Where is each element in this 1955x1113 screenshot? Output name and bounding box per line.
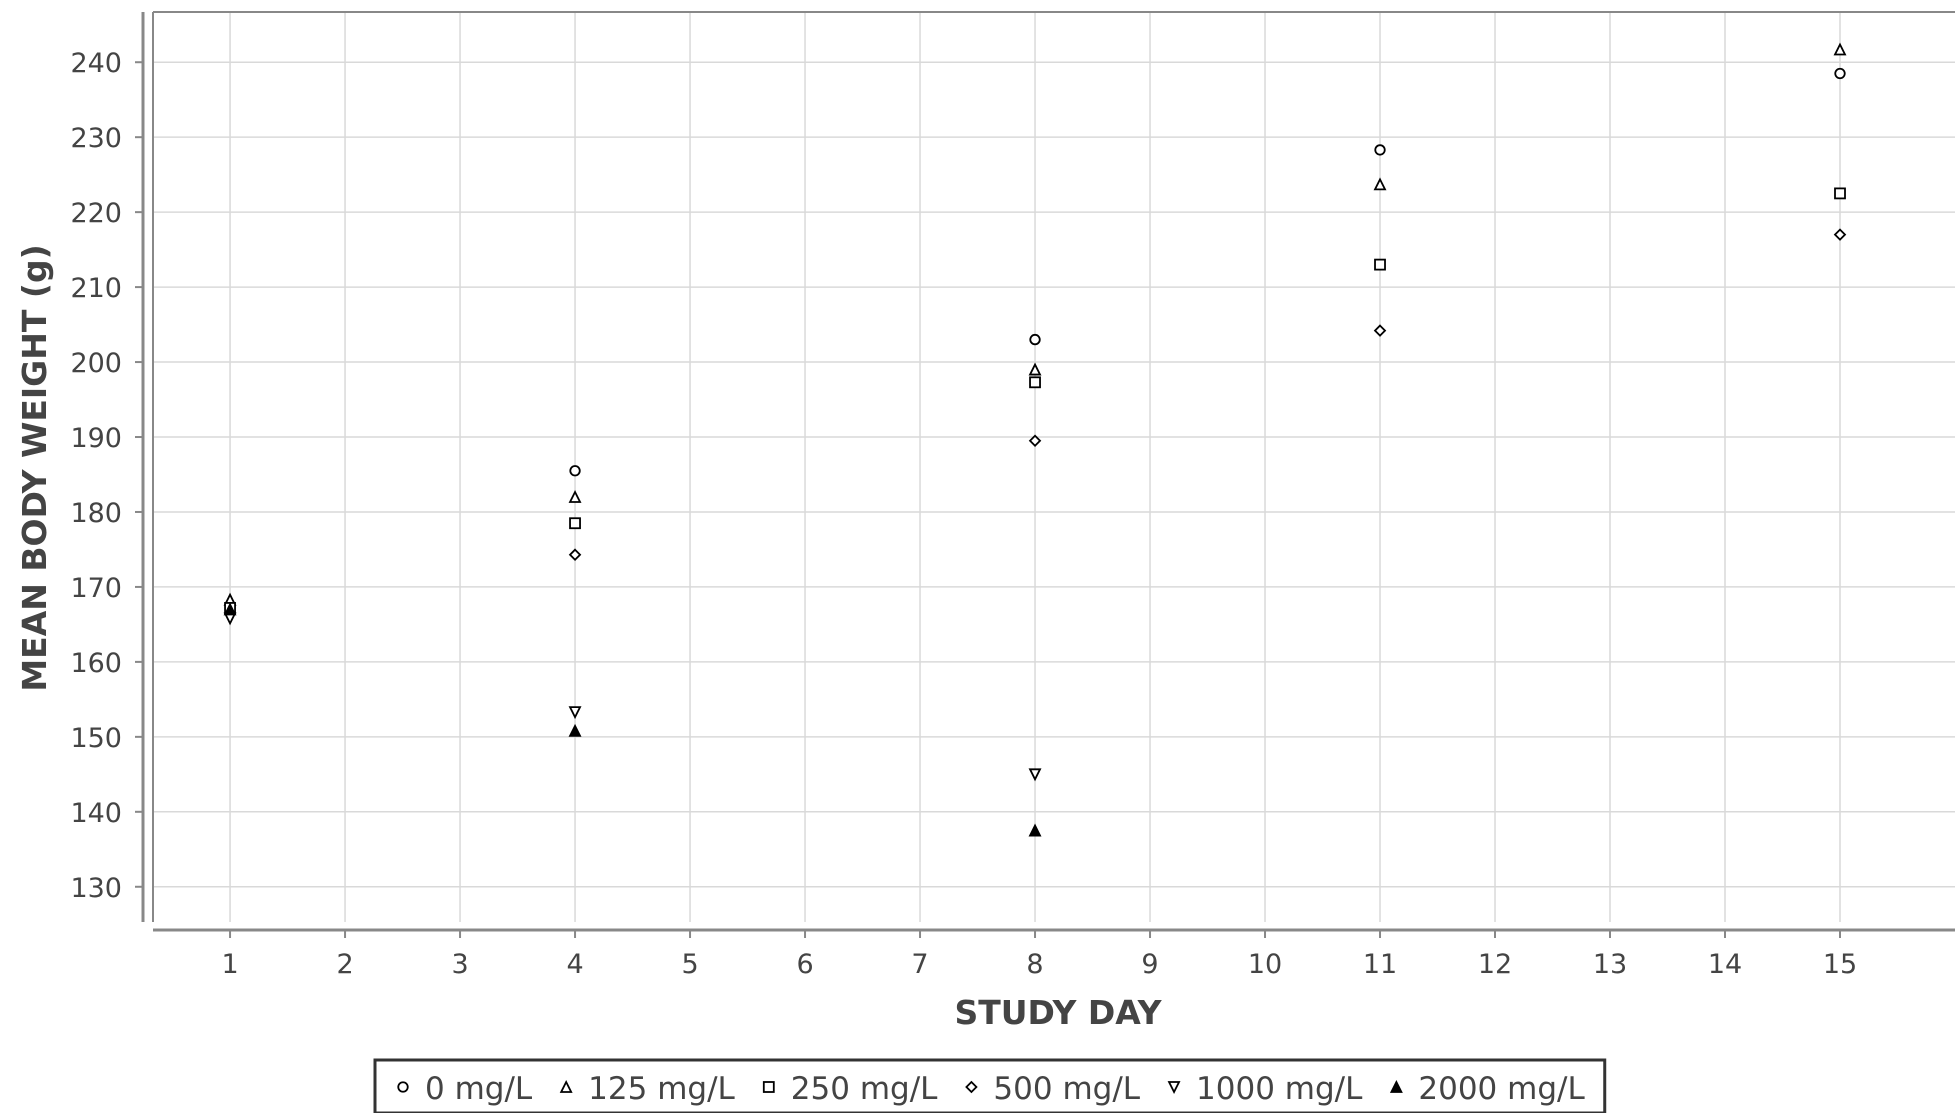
legend-marker <box>965 1080 978 1094</box>
data-point <box>568 489 582 503</box>
y-tick-label: 140 <box>70 798 122 829</box>
data-point <box>1029 376 1041 389</box>
data-point <box>1028 434 1042 448</box>
data-point <box>1833 228 1847 241</box>
legend-label: 250 mg/L <box>791 1071 938 1107</box>
grid <box>153 12 1955 922</box>
y-tick-label: 180 <box>70 498 122 529</box>
x-tick-label: 4 <box>566 949 583 980</box>
x-tick-label: 7 <box>911 949 928 980</box>
data-point <box>1373 324 1387 337</box>
data-point <box>569 465 581 477</box>
data-point <box>1028 362 1042 376</box>
data-point <box>223 602 237 616</box>
x-tick-label: 1 <box>221 949 238 980</box>
data-point <box>568 723 582 737</box>
x-tick-label: 15 <box>1823 949 1857 980</box>
data-point <box>1833 42 1847 56</box>
y-tick-label: 210 <box>70 273 122 304</box>
data-points <box>223 42 1847 837</box>
y-tick-label: 200 <box>70 348 122 379</box>
x-tick-label: 6 <box>796 949 813 980</box>
legend-label: 500 mg/L <box>993 1071 1140 1107</box>
y-tick-label: 190 <box>70 423 122 454</box>
series-5 <box>223 602 1042 837</box>
x-tick-label: 9 <box>1141 949 1158 980</box>
legend-marker <box>1167 1081 1181 1095</box>
legend-marker <box>762 1081 775 1093</box>
x-tick-label: 13 <box>1593 949 1627 980</box>
series-4 <box>223 612 1042 782</box>
x-tick-label: 5 <box>681 949 698 980</box>
legend-label: 1000 mg/L <box>1196 1071 1363 1107</box>
data-point <box>1834 187 1846 200</box>
x-tick-label: 10 <box>1248 949 1282 980</box>
x-tick-label: 11 <box>1363 949 1397 980</box>
legend: 0 mg/L 125 mg/L 250 mg/L 500 mg/L 1000 mg/L 2… <box>373 1058 1607 1113</box>
y-tick-label: 220 <box>70 198 122 229</box>
data-point <box>1029 333 1041 346</box>
y-tick-label: 130 <box>70 873 122 904</box>
data-point <box>1374 258 1386 271</box>
legend-label: 0 mg/L <box>425 1071 533 1107</box>
x-tick-label: 12 <box>1478 949 1512 980</box>
data-point <box>1028 823 1042 837</box>
x-tick-label: 2 <box>336 949 353 980</box>
y-tick-label: 240 <box>70 48 122 79</box>
y-tick-label: 170 <box>70 573 122 604</box>
data-point <box>1834 67 1846 80</box>
y-axis-title: MEAN BODY WEIGHT (g) <box>15 244 54 691</box>
x-axis: 1 2 3 4 5 6 7 8 9 10 11 12 13 14 15 <box>221 930 1857 980</box>
y-tick-label: 150 <box>70 723 122 754</box>
legend-marker <box>559 1079 573 1093</box>
x-axis-title: STUDY DAY <box>954 993 1162 1032</box>
legend-label: 125 mg/L <box>588 1071 735 1107</box>
data-point <box>1373 177 1387 191</box>
y-tick-label: 230 <box>70 123 122 154</box>
data-point <box>568 706 582 720</box>
legend-box <box>373 1058 1607 1113</box>
legend-label: 2000 mg/L <box>1418 1071 1585 1107</box>
legend-marker <box>1389 1079 1403 1093</box>
data-point <box>1028 768 1042 782</box>
y-tick-label: 160 <box>70 648 122 679</box>
legend-marker <box>397 1081 409 1093</box>
data-point <box>1374 144 1386 156</box>
x-tick-label: 8 <box>1026 949 1043 980</box>
data-point <box>568 548 582 561</box>
y-axis: 130 140 150 160 170 180 190 200 210 220 230 240 <box>70 48 143 904</box>
x-tick-label: 3 <box>451 949 468 980</box>
data-point <box>569 517 581 530</box>
x-tick-label: 14 <box>1708 949 1742 980</box>
